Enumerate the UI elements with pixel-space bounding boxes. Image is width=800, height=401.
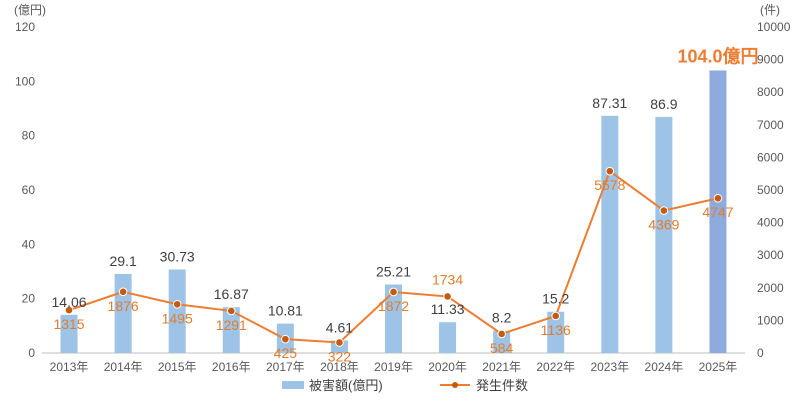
- bar-value-label: 86.9: [650, 96, 677, 112]
- line-value-label: 1315: [53, 316, 84, 332]
- right-tick-label: 7000: [757, 118, 784, 132]
- bar-damage-2020年: [439, 322, 457, 353]
- line-point-2023年: [605, 166, 615, 176]
- bar-value-label: 11.33: [431, 301, 465, 317]
- category-label: 2017年: [266, 360, 305, 374]
- category-label: 2020年: [428, 360, 467, 374]
- line-value-label: 4369: [648, 217, 679, 233]
- highlight-value-label: 104.0億円: [677, 45, 758, 66]
- left-tick-label: 120: [15, 20, 35, 34]
- line-value-label: 425: [274, 345, 298, 361]
- bar-damage-2023年: [601, 115, 619, 353]
- line-value-label: 1291: [216, 317, 247, 333]
- bar-value-label: 25.21: [376, 264, 411, 280]
- line-point-2020年: [443, 292, 452, 301]
- line-value-label: 1876: [108, 298, 139, 314]
- line-point-2018年: [335, 338, 344, 347]
- right-tick-label: 9000: [757, 53, 784, 67]
- bar-value-label: 30.73: [160, 249, 195, 265]
- line-value-label: 1872: [378, 298, 409, 314]
- line-value-label: 5578: [594, 177, 625, 193]
- line-point-2016年: [226, 306, 236, 316]
- line-value-label: 4747: [702, 204, 733, 220]
- bar-value-label: 16.87: [214, 286, 249, 302]
- left-tick-label: 20: [22, 292, 36, 306]
- legend-line-label: 発生件数: [476, 378, 528, 393]
- line-value-label: 1734: [432, 271, 463, 287]
- line-point-2017年: [281, 334, 290, 344]
- category-label: 2016年: [212, 360, 251, 374]
- right-tick-label: 5000: [757, 183, 784, 197]
- line-point-2021年: [497, 329, 506, 339]
- category-label: 2025年: [699, 360, 738, 374]
- bar-damage-2013年: [60, 314, 78, 353]
- bar-damage-2025年: [709, 70, 727, 353]
- legend-bar-label: 被害額(億円): [309, 378, 383, 393]
- bar-damage-2021年: [493, 330, 511, 353]
- bar-value-label: 14.06: [52, 294, 87, 310]
- right-tick-label: 6000: [757, 150, 784, 164]
- bar-value-label: 10.81: [268, 303, 303, 319]
- bar-damage-2016年: [222, 307, 240, 353]
- bar-damage-2024年: [655, 116, 673, 354]
- legend-bar-swatch: [282, 381, 304, 389]
- right-tick-label: 3000: [757, 248, 784, 262]
- bar-damage-2019年: [385, 284, 402, 353]
- category-label: 2015年: [158, 360, 197, 374]
- left-axis-unit: (億円): [14, 3, 46, 17]
- legend-line-marker: [452, 382, 458, 388]
- line-point-2022年: [551, 311, 561, 321]
- bar-value-label: 4.61: [326, 319, 353, 335]
- category-label: 2019年: [374, 360, 413, 374]
- right-tick-label: 10000: [757, 20, 791, 34]
- left-tick-label: 80: [22, 129, 36, 143]
- bar-value-label: 87.31: [592, 95, 627, 111]
- bar-damage-2015年: [168, 269, 186, 353]
- line-point-2015年: [172, 299, 182, 309]
- right-tick-label: 0: [757, 346, 764, 360]
- line-value-label: 1495: [162, 310, 193, 326]
- right-tick-label: 2000: [757, 281, 784, 295]
- right-tick-label: 1000: [757, 313, 784, 327]
- category-label: 2021年: [482, 360, 521, 374]
- line-point-2019年: [389, 287, 398, 297]
- left-tick-label: 60: [22, 183, 36, 197]
- bar-value-label: 29.1: [109, 253, 136, 269]
- category-label: 2014年: [104, 360, 143, 374]
- line-point-2024年: [659, 206, 669, 215]
- category-label: 2018年: [320, 360, 359, 374]
- line-value-label: 322: [328, 349, 352, 365]
- line-value-label: 1136: [541, 322, 571, 338]
- left-tick-label: 100: [15, 74, 35, 88]
- bar-value-label: 15.2: [542, 291, 569, 307]
- left-tick-label: 0: [28, 346, 35, 360]
- right-tick-label: 8000: [757, 85, 784, 99]
- category-label: 2022年: [536, 360, 575, 374]
- category-label: 2024年: [645, 360, 684, 374]
- right-tick-label: 4000: [757, 216, 784, 230]
- line-value-label: 584: [490, 340, 514, 356]
- category-label: 2023年: [590, 360, 629, 374]
- bar-damage-2022年: [547, 311, 565, 353]
- left-tick-label: 40: [22, 237, 36, 251]
- line-point-2014年: [118, 287, 128, 297]
- bar-value-label: 8.2: [492, 310, 512, 326]
- category-label: 2013年: [50, 360, 89, 374]
- line-point-2025年: [713, 193, 723, 203]
- line-point-2013年: [64, 305, 74, 315]
- right-axis-unit: (件): [760, 3, 780, 17]
